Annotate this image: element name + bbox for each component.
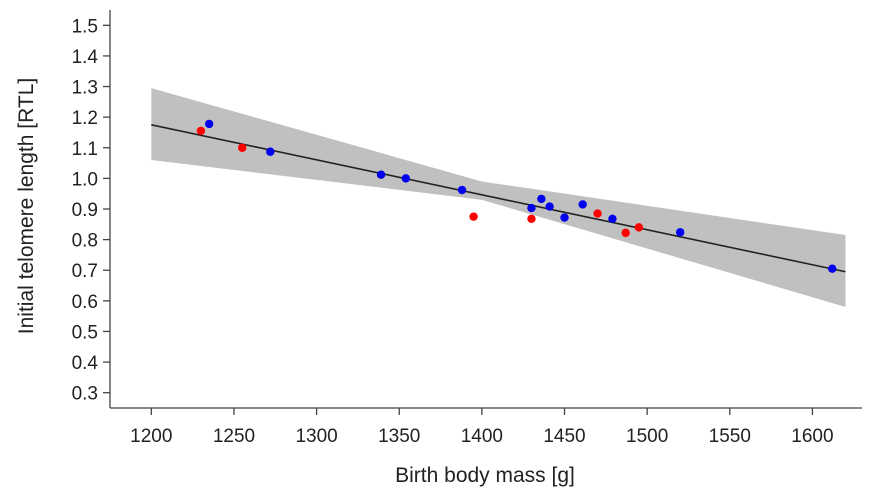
data-point-red-5 <box>593 209 602 218</box>
data-point-red-4 <box>527 214 536 223</box>
x-tick-label: 1600 <box>791 426 833 447</box>
data-point-red-7 <box>634 223 644 232</box>
data-point-blue-3 <box>376 170 386 179</box>
x-axis-label: Birth body mass [g] <box>395 464 575 487</box>
y-tick-label: 1.1 <box>72 139 98 160</box>
x-tick-label: 1200 <box>130 426 172 447</box>
x-tick-label: 1550 <box>709 426 751 447</box>
data-point-blue-10 <box>578 200 587 209</box>
y-tick-label: 0.4 <box>72 353 99 374</box>
y-tick-label: 1.2 <box>72 108 98 129</box>
y-tick-label: 1.3 <box>72 78 98 99</box>
data-point-blue-12 <box>675 228 685 237</box>
data-point-blue-2 <box>266 147 275 156</box>
data-point-red-3 <box>469 212 478 221</box>
data-point-blue-6 <box>527 203 536 213</box>
data-point-blue-9 <box>560 213 569 222</box>
y-tick-label: 0.3 <box>72 384 98 405</box>
data-points-layer <box>196 119 837 273</box>
data-point-blue-1 <box>204 119 214 129</box>
x-tick-label: 1350 <box>378 426 420 447</box>
y-tick-label: 0.8 <box>72 231 98 252</box>
data-point-red-6 <box>621 228 630 238</box>
data-point-blue-7 <box>537 194 546 204</box>
x-tick-label: 1400 <box>461 426 503 447</box>
regression-line <box>151 124 846 273</box>
y-tick-label: 0.7 <box>72 261 98 282</box>
axes-layer <box>103 10 862 415</box>
x-tick-label: 1500 <box>626 426 668 447</box>
y-tick-label: 1.4 <box>72 47 99 68</box>
regression-line-layer <box>151 124 846 273</box>
data-point-blue-4 <box>401 174 411 183</box>
y-tick-label: 1.0 <box>72 169 98 190</box>
x-tick-label: 1300 <box>295 426 337 447</box>
x-tick-label: 1450 <box>543 426 585 447</box>
tick-labels-layer: 0.3 0.4 0.5 0.6 0.7 0.8 0.9 1.0 1.1 1.2 1.3 1.4 1.5 1… <box>72 16 834 447</box>
y-axis-label: Initial telomere length [RTL] <box>15 78 38 334</box>
x-tick-label: 1250 <box>213 426 255 447</box>
data-point-red-2 <box>238 143 247 152</box>
y-tick-label: 0.6 <box>72 292 98 313</box>
data-point-blue-5 <box>457 185 467 195</box>
y-tick-label: 1.5 <box>72 16 98 37</box>
data-point-blue-8 <box>545 202 554 211</box>
data-point-blue-13 <box>828 264 837 273</box>
data-point-blue-11 <box>608 214 617 223</box>
y-tick-label: 0.5 <box>72 322 98 343</box>
y-tick-label: 0.9 <box>72 200 98 221</box>
data-point-red-1 <box>196 126 206 136</box>
